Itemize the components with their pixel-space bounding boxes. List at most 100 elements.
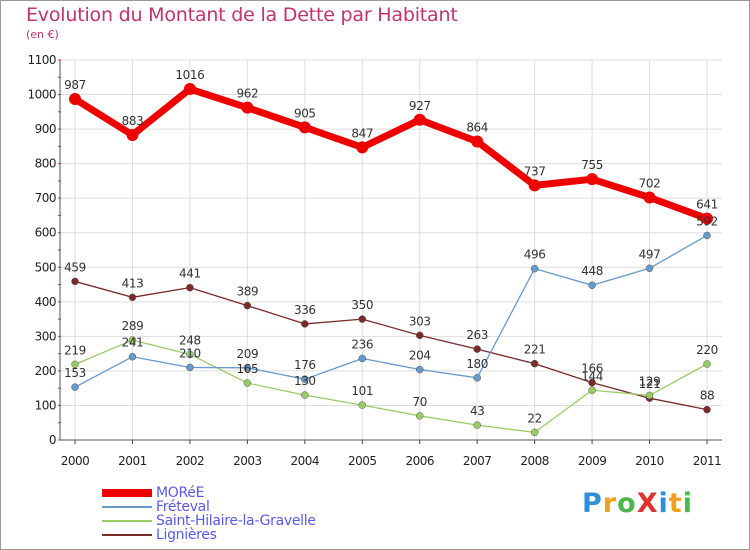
data-label: 641 <box>696 198 718 212</box>
data-point <box>473 345 481 353</box>
data-point <box>128 293 137 302</box>
data-point <box>415 331 424 340</box>
proxiti-logo: ProXiti <box>582 488 693 519</box>
data-label: 43 <box>470 404 484 418</box>
x-tick-label: 2006 <box>405 454 434 468</box>
data-label: 864 <box>466 121 488 135</box>
data-point <box>415 365 424 374</box>
legend-label: MORéE <box>156 485 205 501</box>
data-point <box>413 113 426 126</box>
y-tick-label: 700 <box>35 191 56 205</box>
data-point <box>588 386 596 395</box>
data-point <box>241 101 254 114</box>
logo-letter: r <box>602 488 618 519</box>
y-tick-label: 600 <box>35 226 56 240</box>
data-label: 165 <box>237 362 259 376</box>
data-label: 497 <box>639 247 661 261</box>
data-point <box>71 360 79 369</box>
legend-label: Lignières <box>156 527 217 543</box>
data-point <box>301 391 309 399</box>
data-label: 927 <box>409 99 431 113</box>
legend-item: Saint-Hilaire-la-Gravelle <box>102 513 316 529</box>
data-point <box>128 352 137 361</box>
data-point <box>358 315 367 323</box>
legend-label: Saint-Hilaire-la-Gravelle <box>156 513 316 529</box>
data-point <box>703 405 711 414</box>
data-point <box>301 375 309 383</box>
data-point <box>356 141 369 154</box>
data-point <box>586 173 599 186</box>
legend-swatch <box>102 489 152 497</box>
x-tick-label: 2009 <box>578 454 607 468</box>
data-point <box>530 264 539 273</box>
data-point <box>528 179 541 192</box>
logo-letter: P <box>582 488 603 519</box>
x-tick-label: 2002 <box>176 454 205 468</box>
data-label: 88 <box>700 389 714 403</box>
data-label: 176 <box>294 358 316 372</box>
data-label: 1016 <box>175 68 204 82</box>
y-tick-label: 1100 <box>27 53 56 67</box>
data-label: 220 <box>696 343 718 357</box>
data-label: 121 <box>639 377 661 391</box>
data-point <box>471 135 484 148</box>
data-label: 221 <box>524 343 546 357</box>
data-point <box>703 231 711 240</box>
data-point <box>703 360 711 368</box>
data-label: 303 <box>409 314 431 328</box>
data-label: 350 <box>351 298 373 312</box>
series-line-2 <box>74 339 708 434</box>
data-label: 70 <box>412 395 426 409</box>
data-point <box>473 421 481 429</box>
data-point <box>643 191 656 204</box>
x-tick-label: 2003 <box>233 454 262 468</box>
data-label: 847 <box>351 126 373 140</box>
y-tick-label: 900 <box>35 122 56 136</box>
data-label: 755 <box>581 158 603 172</box>
legend-swatch <box>102 520 152 522</box>
x-tick-label: 2005 <box>348 454 377 468</box>
data-label: 130 <box>294 374 316 388</box>
legend-swatch <box>102 534 152 536</box>
y-tick-label: 300 <box>35 329 56 343</box>
legend-swatch <box>102 506 152 508</box>
data-label: 737 <box>524 164 546 178</box>
data-point <box>126 128 139 141</box>
y-tick-label: 500 <box>35 260 56 274</box>
data-label: 883 <box>122 114 144 128</box>
data-label: 592 <box>696 214 718 228</box>
data-label: 248 <box>179 333 201 347</box>
legend-item: Lignières <box>102 527 316 543</box>
y-tick-label: 0 <box>49 433 56 447</box>
data-point <box>243 364 252 372</box>
data-label: 496 <box>524 248 546 262</box>
x-tick-label: 2008 <box>520 454 549 468</box>
data-point <box>186 283 194 292</box>
data-point <box>301 320 309 328</box>
legend: MORéE Fréteval Saint-Hilaire-la-Gravelle Li… <box>102 485 316 543</box>
data-label: 459 <box>64 260 86 274</box>
legend-label: Fréteval <box>156 499 210 515</box>
logo-letter: t <box>668 488 683 519</box>
data-point <box>71 277 79 286</box>
y-tick-label: 200 <box>35 364 56 378</box>
data-label: 153 <box>64 366 86 380</box>
series-line-1 <box>74 234 708 388</box>
plot-area <box>60 60 722 440</box>
data-label: 448 <box>581 264 603 278</box>
data-label: 236 <box>351 337 373 351</box>
y-tick-label: 800 <box>35 157 56 171</box>
x-tick-label: 2011 <box>693 454 722 468</box>
data-point <box>588 281 596 289</box>
x-tick-label: 2010 <box>635 454 664 468</box>
logo-letter: o <box>617 488 637 519</box>
data-point <box>645 264 654 273</box>
data-point <box>186 363 194 372</box>
chart-subtitle: (en €) <box>26 28 59 41</box>
data-label: 289 <box>122 319 144 333</box>
x-tick-label: 2001 <box>118 454 147 468</box>
data-label: 962 <box>237 87 259 101</box>
data-point <box>415 412 424 420</box>
data-label: 263 <box>466 328 488 342</box>
